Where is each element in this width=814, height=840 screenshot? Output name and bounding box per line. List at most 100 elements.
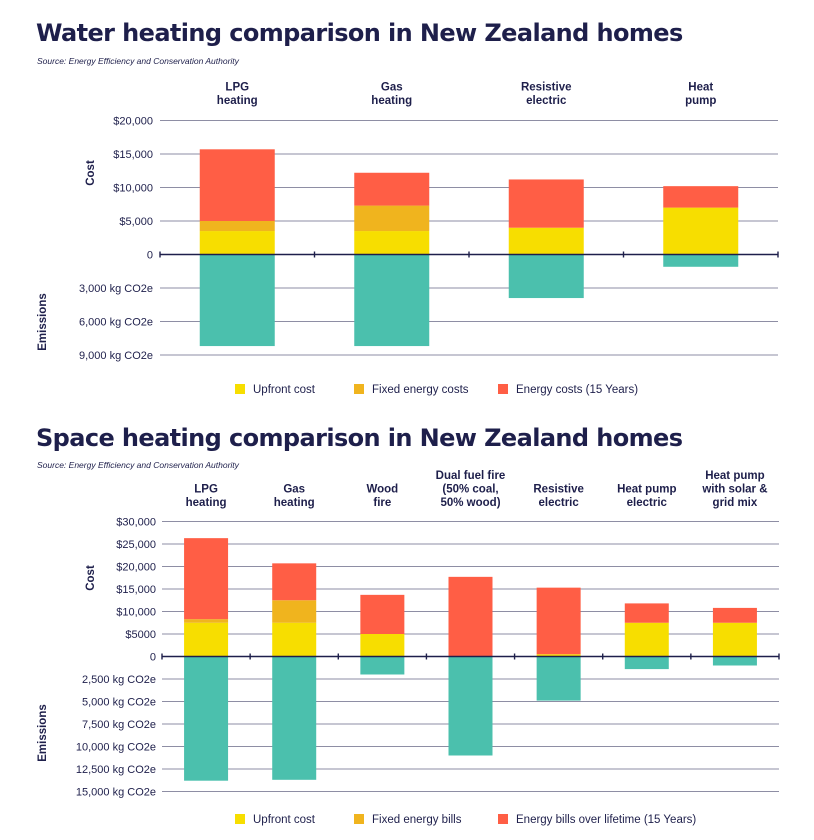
category-label-line: pump bbox=[685, 95, 716, 107]
emissions-tick-label: 2,500 kg CO2e bbox=[82, 674, 156, 686]
category-label: LPG heating bbox=[217, 82, 258, 108]
emissions-bar bbox=[712, 656, 757, 666]
cost-tick-label: $20,000 bbox=[113, 116, 153, 128]
cost-tick-label: $15,000 bbox=[113, 149, 153, 161]
bar-segment-upfront bbox=[360, 634, 405, 657]
emissions-bar bbox=[354, 254, 430, 347]
cost-axis-label: Cost bbox=[85, 565, 97, 591]
legend-label: Energy costs (15 Years) bbox=[516, 384, 638, 396]
legend-swatch bbox=[235, 814, 245, 824]
category-label: Resistive electric bbox=[521, 82, 572, 108]
emissions-tick-label: 9,000 kg CO2e bbox=[79, 350, 153, 362]
bar-segment-energy bbox=[354, 172, 430, 206]
emissions-tick-label: 7,500 kg CO2e bbox=[82, 719, 156, 731]
bar-segment-energy bbox=[624, 603, 669, 623]
cost-tick-label: $25,000 bbox=[116, 539, 156, 551]
emissions-bar bbox=[448, 656, 493, 756]
emissions-tick-label: 12,500 kg CO2e bbox=[76, 764, 156, 776]
legend-label: Fixed energy costs bbox=[372, 384, 469, 396]
bar-segment-upfront bbox=[184, 622, 229, 657]
bar-segment-upfront bbox=[199, 231, 275, 255]
legend-swatch bbox=[498, 814, 508, 824]
cost-tick-label: $10,000 bbox=[113, 183, 153, 195]
bar-segment-energy bbox=[663, 186, 739, 208]
legend-swatch bbox=[235, 384, 245, 394]
chart2-title: Space heating comparison in New Zealand … bbox=[36, 424, 683, 452]
cost-tick-label: 0 bbox=[147, 250, 153, 262]
emissions-bar bbox=[199, 254, 275, 347]
category-label: Heat pump with solar & grid mix bbox=[701, 470, 767, 509]
category-label-line: Wood bbox=[366, 484, 398, 496]
category-label-line: electric bbox=[526, 95, 567, 107]
bar-segment-energy bbox=[199, 149, 275, 221]
category-label: Wood fire bbox=[366, 484, 398, 510]
emissions-tick-label: 10,000 kg CO2e bbox=[76, 742, 156, 754]
emissions-tick-label: 6,000 kg CO2e bbox=[79, 317, 153, 329]
bar-segment-energy bbox=[536, 587, 581, 655]
emissions-tick-label: 5,000 kg CO2e bbox=[82, 697, 156, 709]
category-label: Resistive electric bbox=[533, 484, 584, 510]
category-label-line: heating bbox=[217, 95, 258, 107]
chart2-source: Source: Energy Efficiency and Conservati… bbox=[37, 460, 239, 470]
bar-segment-fixed bbox=[184, 619, 229, 623]
bar-segment-upfront bbox=[354, 231, 430, 255]
bar-segment-upfront bbox=[663, 207, 739, 255]
cost-tick-label: $5000 bbox=[125, 629, 156, 641]
category-label-line: Dual fuel fire bbox=[436, 470, 506, 482]
bar-segment-fixed bbox=[199, 221, 275, 232]
emissions-bar bbox=[536, 656, 581, 701]
bar-segment-energy bbox=[360, 594, 405, 634]
emissions-bar bbox=[272, 656, 317, 780]
legend-label: Upfront cost bbox=[253, 814, 316, 826]
category-label-line: LPG bbox=[194, 484, 218, 496]
cost-tick-label: $5,000 bbox=[119, 216, 153, 228]
bar-segment-energy bbox=[508, 179, 584, 228]
emissions-bar bbox=[184, 656, 229, 781]
bar-segment-energy bbox=[184, 538, 229, 620]
legend-swatch bbox=[354, 814, 364, 824]
emissions-axis-label: Emissions bbox=[37, 704, 49, 762]
legend-swatch bbox=[354, 384, 364, 394]
category-label-line: with solar & bbox=[701, 484, 767, 496]
category-label-line: electric bbox=[627, 497, 668, 509]
category-label-line: Gas bbox=[381, 82, 403, 94]
category-label-line: Gas bbox=[283, 484, 305, 496]
cost-tick-label: $30,000 bbox=[116, 517, 156, 529]
category-label-line: heating bbox=[371, 95, 412, 107]
chart1-title: Water heating comparison in New Zealand … bbox=[36, 19, 683, 47]
category-label-line: heating bbox=[274, 497, 315, 509]
category-label-line: Resistive bbox=[533, 484, 584, 496]
bar-segment-fixed bbox=[354, 205, 430, 232]
legend-label: Energy bills over lifetime (15 Years) bbox=[516, 814, 696, 826]
emissions-bar bbox=[624, 656, 669, 670]
legend-swatch bbox=[498, 384, 508, 394]
category-label-line: Heat pump bbox=[705, 470, 764, 482]
cost-axis-label: Cost bbox=[85, 160, 97, 186]
category-label-line: LPG bbox=[225, 82, 249, 94]
bar-segment-upfront bbox=[624, 622, 669, 657]
bar-segment-energy bbox=[448, 576, 493, 657]
emissions-axis-label: Emissions bbox=[37, 293, 49, 351]
chart1-source: Source: Energy Efficiency and Conservati… bbox=[37, 56, 239, 66]
bar-segment-upfront bbox=[272, 622, 317, 657]
emissions-bar bbox=[360, 656, 405, 675]
emissions-bar bbox=[508, 254, 584, 299]
category-label-line: Heat bbox=[688, 82, 713, 94]
legend-label: Upfront cost bbox=[253, 384, 316, 396]
category-label-line: electric bbox=[539, 497, 580, 509]
category-label-line: (50% coal, bbox=[442, 484, 498, 496]
legend-label: Fixed energy bills bbox=[372, 814, 462, 826]
emissions-tick-label: 3,000 kg CO2e bbox=[79, 283, 153, 295]
category-label-line: fire bbox=[373, 497, 391, 509]
emissions-tick-label: 15,000 kg CO2e bbox=[76, 787, 156, 799]
category-label: Gas heating bbox=[371, 82, 412, 108]
cost-tick-label: $15,000 bbox=[116, 584, 156, 596]
bar-segment-upfront bbox=[508, 227, 584, 255]
category-label-line: Resistive bbox=[521, 82, 572, 94]
category-label-line: heating bbox=[186, 497, 227, 509]
bar-segment-energy bbox=[712, 607, 757, 623]
category-label: Heat pump bbox=[685, 82, 716, 108]
emissions-bar bbox=[663, 254, 739, 267]
